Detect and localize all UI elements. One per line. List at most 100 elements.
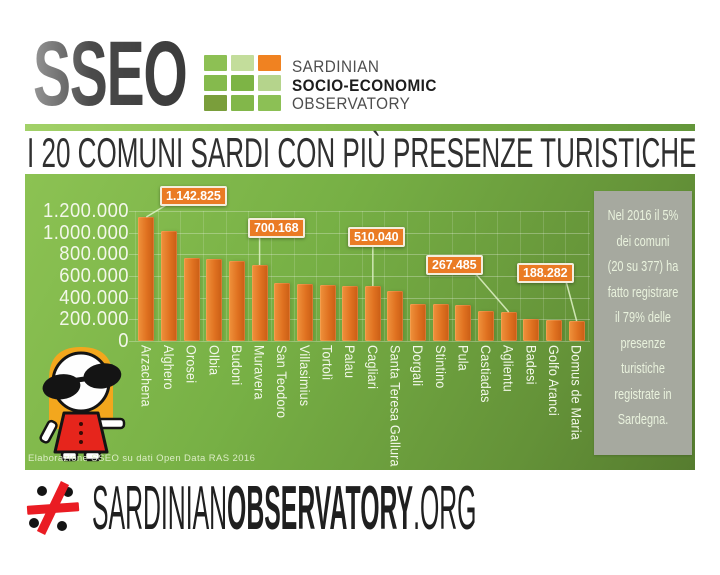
category-label: Domus de Maria (565, 345, 588, 465)
category-label-text: Villasimius (296, 345, 313, 407)
category-label: Santa Teresa Gallura (384, 345, 407, 467)
hashtag-logo-icon (26, 481, 80, 535)
category-label-text: Arzachena (138, 345, 155, 407)
source-credit: Elaborazione SSEO su dati Open Data RAS … (28, 453, 256, 464)
site-url: SARDINIANOBSERVATORY.ORG (92, 478, 476, 540)
bar-villasimius (296, 284, 313, 341)
y-axis-tick-label: 800.000 (59, 243, 129, 266)
category-label: Budoni (226, 345, 249, 465)
category-label-text: Palau (342, 345, 359, 379)
bar-tortolì (319, 285, 336, 341)
category-label-text: Orosei (183, 345, 200, 384)
data-label-callout: 188.282 (517, 263, 574, 283)
category-label-text: Stintino (432, 345, 449, 389)
y-gridline (129, 341, 590, 342)
category-label-text: Cagliari (364, 345, 381, 390)
category-label: Arzachena (135, 345, 158, 465)
category-label-text: Castiadas (478, 345, 495, 403)
y-axis-tick-label: 600.000 (59, 265, 129, 287)
column-gridline (135, 211, 136, 341)
logo-squares-grid-icon (204, 55, 281, 111)
column-gridline (338, 211, 340, 341)
category-label-text: San Teodoro (274, 345, 291, 419)
bar-olbia (206, 259, 223, 341)
bar-santa-teresa-gallura (387, 291, 404, 341)
bar-budoni (228, 261, 245, 341)
category-label-text: Aglientu (500, 345, 517, 392)
y-axis-tick-label: 400.000 (59, 286, 129, 309)
y-gridline (129, 297, 590, 299)
bar-domus-de-maria (568, 321, 585, 341)
data-label-callout: 510.040 (348, 227, 405, 247)
category-label-text: Golfo Aranci (546, 345, 562, 416)
mascot-left-arm (39, 419, 58, 444)
mascot-right-foot (83, 450, 102, 462)
column-gridline (293, 211, 295, 341)
category-label: Castiadas (475, 345, 498, 465)
category-label-text: Muravera (251, 345, 268, 400)
y-axis-tick-label: 1.200.000 (42, 200, 129, 222)
category-label: Pula (452, 345, 475, 465)
info-note-box: Nel 2016 il 5% dei comuni (20 su 377) ha… (594, 191, 692, 455)
bar-dorgali (410, 304, 427, 341)
logo-grid-cell (204, 95, 227, 111)
logo-grid-cell (204, 75, 227, 91)
category-label: Muravera (248, 345, 271, 465)
category-label-text: Badesi (523, 345, 540, 385)
column-gridline (248, 211, 250, 341)
site-url-part3: .ORG (413, 474, 477, 543)
category-label: Golfo Aranci (543, 345, 566, 465)
logo-grid-cell (231, 55, 254, 71)
category-label: Cagliari (362, 345, 385, 465)
category-label: Villasimius (294, 345, 317, 465)
column-gridline (270, 211, 272, 341)
bar-golfo-aranci (546, 320, 563, 341)
category-label: San Teodoro (271, 345, 294, 465)
category-label-text: Santa Teresa Gallura (387, 345, 404, 467)
category-label: Tortolì (316, 345, 339, 465)
logo-grid-cell (231, 75, 254, 91)
logo-subtitle-line1: SARDINIAN (292, 57, 380, 76)
green-divider-bar (25, 124, 695, 131)
data-label-callout: 267.485 (426, 255, 483, 275)
column-gridline (361, 211, 363, 341)
y-gridline (129, 319, 590, 321)
logo-subtitle-line3: OBSERVATORY (292, 94, 411, 113)
y-axis-tick-label: 0 (118, 330, 129, 352)
chart-panel: Nel 2016 il 5% dei comuni (20 su 377) ha… (25, 174, 695, 470)
category-label: Badesi (520, 345, 543, 465)
category-label-text: Dorgali (410, 345, 427, 387)
bar-stintino (432, 304, 449, 341)
bar-san-teodoro (274, 283, 291, 341)
category-label-text: Tortolì (319, 345, 336, 381)
bar-aglientu (500, 312, 517, 341)
bar-arzachena (138, 217, 155, 341)
info-note-text: Nel 2016 il 5% dei comuni (20 su 377) ha… (607, 207, 679, 428)
bar-castiadas (478, 311, 495, 341)
logo-subtitle-line2: SOCIO-ECONOMIC (292, 75, 437, 95)
column-gridline (497, 211, 499, 341)
logo-grid-cell (258, 95, 281, 111)
category-label-text: Budoni (228, 345, 245, 386)
logo-grid-cell (204, 55, 227, 71)
column-gridline (384, 211, 386, 341)
category-label: Olbia (203, 345, 226, 465)
category-label: Alghero (158, 345, 181, 465)
sseo-logo-wordmark: SSEO (33, 23, 188, 125)
category-label: Palau (339, 345, 362, 465)
column-gridline (452, 211, 454, 341)
bar-pula (455, 305, 472, 341)
logo-subtitle: SARDINIAN SOCIO-ECONOMIC OBSERVATORY (292, 57, 437, 114)
bar-muravera (251, 265, 268, 341)
bar-orosei (183, 258, 200, 341)
girl-mascot-illustration (39, 347, 126, 462)
y-gridline (129, 276, 590, 277)
site-url-part1: SARDINIAN (92, 474, 228, 543)
category-label: Dorgali (407, 345, 430, 465)
footer: SARDINIANOBSERVATORY.ORG (26, 478, 720, 540)
y-gridline (129, 254, 590, 256)
y-gridline (129, 211, 590, 212)
mascot-left-foot (60, 450, 79, 462)
data-label-callout: 1.142.825 (160, 186, 227, 206)
logo-grid-cell (231, 95, 254, 111)
